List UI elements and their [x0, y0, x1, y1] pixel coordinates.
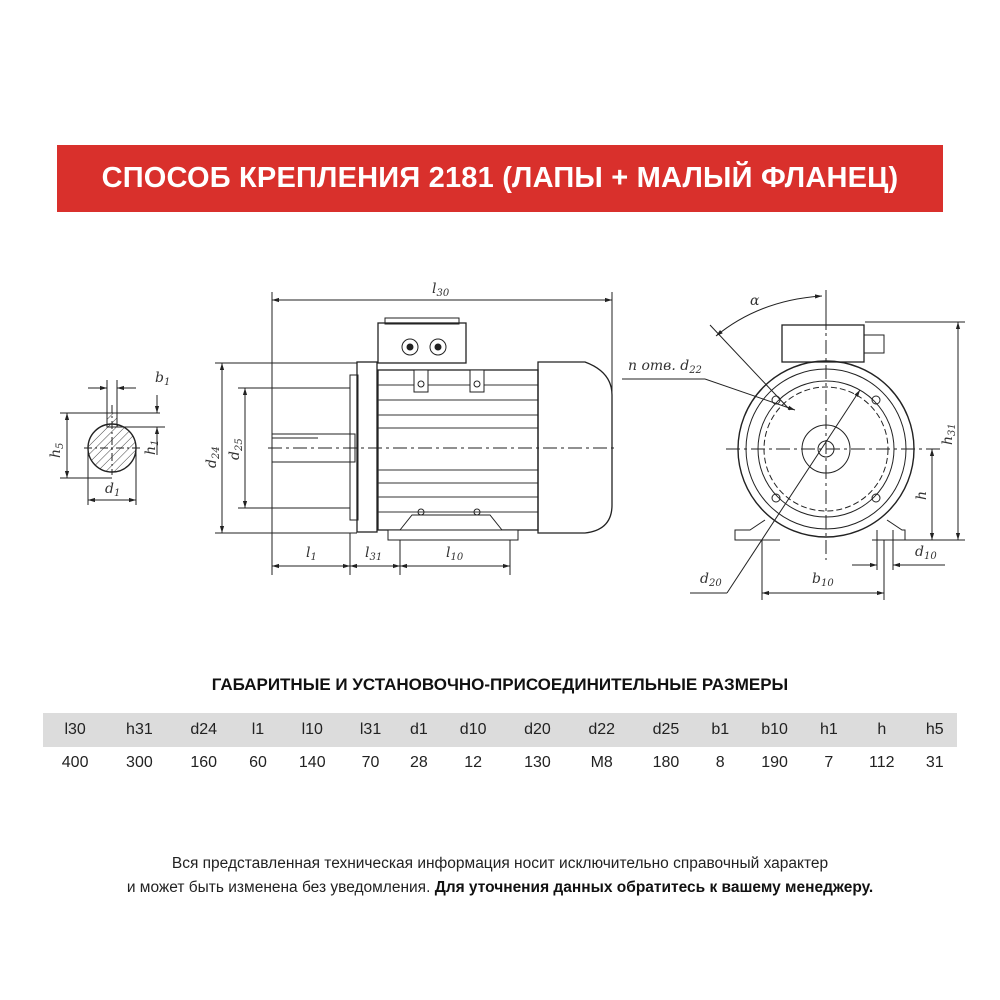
column-header-l10: l10 — [280, 713, 345, 747]
label-l10: l10 — [446, 545, 464, 563]
column-header-h: h — [851, 713, 913, 747]
label-l31: l31 — [365, 545, 382, 563]
cell-d20: 130 — [524, 754, 551, 771]
cell-d24: 160 — [190, 754, 218, 771]
cell-b10: 190 — [761, 754, 788, 771]
label-d25: d25 — [227, 438, 245, 460]
title-banner: СПОСОБ КРЕПЛЕНИЯ 2181 (ЛАПЫ + МАЛЫЙ ФЛАН… — [57, 145, 943, 212]
shaft-section-view — [60, 380, 165, 505]
label-alpha: α — [750, 293, 760, 309]
table-header-row: l30 h31 d24 l1 l10 l31 d1 d10 d20 d22 d25 b1 b10 h1 h h… — [43, 713, 957, 747]
label-d1: d1 — [105, 481, 120, 499]
column-header-d1: d1 — [396, 713, 442, 747]
column-header-l1: l1 — [235, 713, 281, 747]
cell-h5: 31 — [925, 754, 944, 771]
cell-l10: 140 — [298, 754, 326, 771]
label-h31: h31 — [940, 423, 958, 445]
label-b1: b1 — [155, 370, 170, 388]
motor-front-view — [622, 290, 965, 600]
label-h: h — [914, 491, 930, 500]
table-title: ГАБАРИТНЫЕ И УСТАНОВОЧНО-ПРИСОЕДИНИТЕЛЬН… — [211, 675, 789, 694]
column-header-h31: h31 — [107, 713, 172, 747]
cell-d10: 12 — [464, 754, 483, 771]
column-header-l31: l31 — [344, 713, 397, 747]
cell-l31: 70 — [361, 754, 380, 771]
disclaimer-line-2: и может быть изменена без уведомления. Д… — [0, 876, 1000, 900]
cell-d22: M8 — [590, 754, 613, 771]
cell-b1: 8 — [715, 754, 725, 771]
motor-dimension-drawing: l30 b1 h5 h1 d1 d24 d25 l1 l31 l10 α n о… — [48, 281, 965, 600]
disclaimer: Вся представленная техническая информаци… — [0, 852, 1000, 900]
page-title: СПОСОБ КРЕПЛЕНИЯ 2181 (ЛАПЫ + МАЛЫЙ ФЛАН… — [101, 162, 899, 194]
disclaimer-text: и может быть изменена без уведомления. — [126, 879, 435, 896]
label-l1: l1 — [306, 545, 317, 563]
column-header-d22: d22 — [569, 713, 634, 747]
cell-h31: 300 — [126, 754, 153, 771]
cell-h1: 7 — [824, 754, 834, 771]
motor-side-view — [215, 292, 618, 575]
label-b10: b10 — [812, 571, 834, 589]
disclaimer-line-1: Вся представленная техническая информаци… — [171, 855, 829, 872]
column-header-d10: d10 — [441, 713, 506, 747]
cell-h: 112 — [869, 754, 895, 771]
column-header-b1: b1 — [698, 713, 743, 747]
label-d10: d10 — [915, 544, 937, 562]
column-header-d20: d20 — [505, 713, 570, 747]
column-header-h5: h5 — [912, 713, 957, 747]
column-header-d25: d25 — [633, 713, 699, 747]
disclaimer-contact-note: Для уточнения данных обратитесь к вашему… — [434, 879, 874, 896]
label-h1: h1 — [143, 440, 161, 455]
column-header-b10: b10 — [742, 713, 807, 747]
table-row: 400 300 160 60 140 70 28 12 130 M8 180 8 190 7 112 31 — [43, 747, 957, 779]
column-header-l30: l30 — [43, 713, 108, 747]
column-header-d24: d24 — [171, 713, 236, 747]
cell-l30: 400 — [61, 754, 89, 771]
cell-l1: 60 — [249, 754, 267, 771]
column-header-h1: h1 — [806, 713, 851, 747]
label-d20: d20 — [700, 571, 722, 589]
label-l30: l30 — [432, 281, 450, 299]
label-h5: h5 — [48, 443, 66, 458]
cell-d1: 28 — [409, 754, 428, 771]
dimensions-table: l30 h31 d24 l1 l10 l31 d1 d10 d20 d22 d25 b1 b10 h1 h h… — [43, 713, 957, 779]
label-d24: d24 — [204, 446, 222, 468]
label-n-holes-d22: n отв. d22 — [628, 358, 702, 376]
cell-d25: 180 — [652, 754, 680, 771]
